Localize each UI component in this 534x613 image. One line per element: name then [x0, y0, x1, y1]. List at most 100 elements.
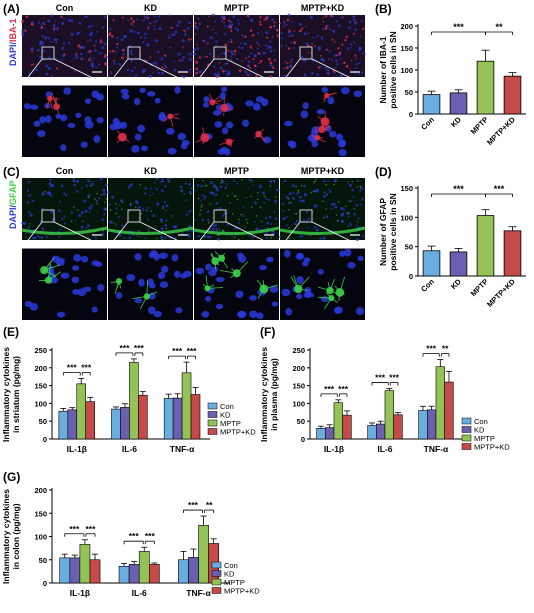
nucleus-dot [360, 20, 363, 23]
cell-process [322, 95, 328, 100]
nucleus-dot [136, 31, 140, 35]
fluor-dot [337, 201, 340, 203]
fluor-dot [227, 49, 230, 52]
y-tick-label: 150 [34, 509, 47, 518]
fluor-dot [73, 206, 75, 208]
nucleus-dot [208, 228, 211, 231]
fluor-dot [252, 58, 255, 61]
fluor-dot [202, 39, 204, 42]
legend-label: MPTP+KD [224, 587, 260, 596]
nucleus-dot [123, 35, 127, 38]
fluor-dot [338, 51, 342, 55]
nucleus-dot [196, 47, 200, 50]
nucleus-dot [152, 214, 156, 218]
cell-process [214, 250, 222, 259]
fluor-dot [329, 14, 332, 17]
nucleus-dot [163, 63, 166, 65]
cell-process [317, 137, 326, 143]
fluor-dot [322, 200, 324, 203]
fluor-dot [77, 44, 81, 48]
nucleus [56, 311, 66, 318]
fluor-dot [221, 229, 224, 232]
nucleus [355, 307, 365, 316]
fluor-dot [272, 230, 275, 233]
nucleus-dot [90, 31, 93, 35]
y-tick-label: 200 [34, 486, 47, 495]
nucleus [121, 93, 130, 100]
fluor-dot [276, 29, 279, 32]
nucleus [97, 284, 105, 292]
nucleus-dot [76, 180, 79, 183]
nucleus-dot [60, 184, 64, 188]
fluor-dot [207, 222, 210, 224]
fluor-dot [205, 55, 208, 58]
nucleus-dot [282, 67, 285, 70]
nucleus [317, 268, 324, 275]
nucleus-dot [290, 33, 294, 37]
nucleus-dot [351, 188, 355, 192]
fluor-dot [161, 238, 164, 241]
nucleus-dot [132, 24, 135, 27]
fluor-dot [218, 234, 220, 236]
nucleus-dot [147, 44, 150, 47]
legend-swatch [461, 426, 472, 433]
fluor-dot [307, 32, 310, 35]
nucleus [195, 267, 205, 275]
cell-process [324, 297, 332, 310]
nucleus-dot [28, 211, 31, 214]
nucleus-dot [238, 46, 241, 49]
nucleus-dot [58, 209, 61, 212]
y-axis-label: Inflammatory cytokines [1, 489, 11, 584]
fluor-dot [246, 222, 249, 224]
nucleus-dot [291, 184, 295, 188]
nucleus-dot [208, 235, 212, 239]
nucleus-dot [90, 182, 95, 186]
stain-label: DAPI/GFAP [8, 180, 18, 229]
nucleus-dot [115, 207, 118, 210]
iba1-microscopy-panel: DAPI/IBA-1 Con KD MPTP MPTP+KD [8, 3, 366, 157]
cell-process [326, 92, 337, 96]
nucleus-dot [212, 184, 216, 188]
nucleus-dot [227, 72, 231, 75]
fluor-dot [314, 180, 316, 183]
nucleus [134, 133, 142, 141]
cell-process [118, 281, 122, 289]
nucleus-dot [193, 47, 197, 52]
nucleus-dot [316, 73, 320, 77]
nucleus-dot [231, 52, 234, 56]
labeled-cell [200, 133, 210, 143]
nucleus-dot [179, 60, 182, 62]
bar-kd [67, 409, 78, 440]
cell-process [212, 101, 219, 105]
nucleus [285, 308, 293, 316]
nucleus-dot [284, 60, 287, 63]
nucleus [252, 102, 261, 111]
nucleus [337, 139, 346, 148]
nucleus-dot [361, 197, 364, 200]
nucleus-dot [184, 182, 188, 185]
cell-process [49, 93, 54, 99]
nucleus-dot [118, 63, 121, 66]
zoom-box [213, 209, 227, 223]
bar-con [118, 565, 130, 584]
fluor-dot [259, 16, 262, 19]
nucleus-dot [39, 42, 43, 46]
fluor-dot [88, 49, 92, 53]
nucleus [202, 102, 209, 108]
nucleus-dot [352, 15, 354, 17]
cell-process [331, 297, 338, 304]
cell-process [46, 98, 51, 109]
nucleus-dot [266, 48, 269, 51]
nucleus-dot [94, 237, 97, 240]
legend-label: Con [474, 417, 488, 426]
nucleus [165, 127, 175, 135]
nucleus-dot [38, 55, 42, 59]
nucleus-dot [39, 220, 42, 223]
nucleus-dot [220, 20, 223, 23]
cell-process [315, 126, 318, 138]
fluor-dot [311, 43, 313, 45]
nucleus [39, 116, 47, 124]
cell-process [196, 137, 206, 143]
nucleus-dot [167, 36, 171, 40]
legend-swatch [211, 561, 222, 569]
